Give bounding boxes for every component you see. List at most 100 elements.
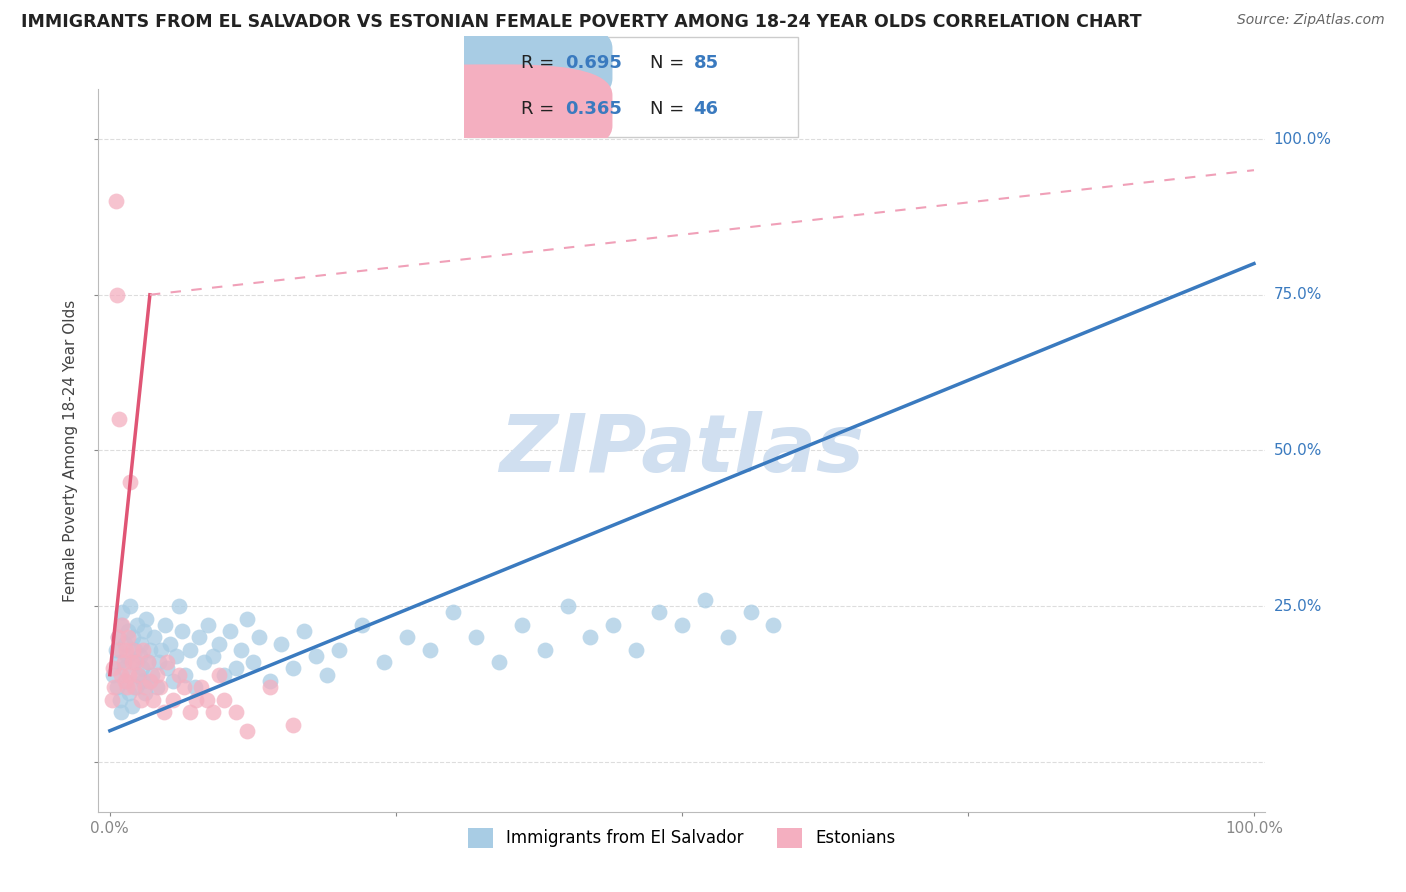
Point <box>120 475 142 489</box>
Point <box>127 667 149 681</box>
Point <box>156 655 179 669</box>
Point <box>236 612 259 626</box>
Point <box>173 680 195 694</box>
Text: 100.0%: 100.0% <box>1274 131 1331 146</box>
Point <box>111 618 134 632</box>
Point <box>136 655 159 669</box>
Point <box>129 692 152 706</box>
Point <box>270 636 292 650</box>
Point <box>671 618 693 632</box>
Point <box>236 723 259 738</box>
Point <box>441 606 464 620</box>
Point <box>108 655 131 669</box>
Point <box>118 686 141 700</box>
Point <box>107 630 129 644</box>
Point <box>305 648 328 663</box>
Point <box>142 692 165 706</box>
Point <box>121 630 143 644</box>
Point <box>121 642 143 657</box>
Point <box>465 630 488 644</box>
Point <box>488 655 510 669</box>
Point <box>135 612 157 626</box>
Text: R =: R = <box>522 100 561 118</box>
Point <box>127 618 149 632</box>
Point <box>110 618 132 632</box>
Point <box>125 655 148 669</box>
Point <box>103 661 125 675</box>
Point <box>350 618 373 632</box>
Point <box>167 599 190 614</box>
Point <box>112 661 135 675</box>
Point <box>214 692 236 706</box>
Point <box>141 667 163 681</box>
Point <box>125 680 148 694</box>
Point <box>115 673 138 688</box>
Point <box>152 705 174 719</box>
Point <box>281 717 304 731</box>
Point <box>110 667 132 681</box>
Point <box>219 624 242 639</box>
Point <box>165 648 187 663</box>
Point <box>114 636 136 650</box>
Point <box>134 624 156 639</box>
Point <box>242 655 264 669</box>
Y-axis label: Female Poverty Among 18-24 Year Olds: Female Poverty Among 18-24 Year Olds <box>63 300 79 601</box>
Text: 0.695: 0.695 <box>565 54 621 72</box>
Point <box>602 618 624 632</box>
Point <box>231 642 253 657</box>
Point <box>197 618 219 632</box>
Point <box>117 624 139 639</box>
Text: ZIPatlas: ZIPatlas <box>499 411 865 490</box>
Point <box>134 686 156 700</box>
FancyBboxPatch shape <box>377 17 613 110</box>
Point <box>259 673 281 688</box>
Point <box>121 698 143 713</box>
Text: N =: N = <box>650 100 689 118</box>
Text: 75.0%: 75.0% <box>1274 287 1322 302</box>
Point <box>510 618 533 632</box>
Text: 25.0%: 25.0% <box>1274 599 1322 614</box>
Point <box>259 680 281 694</box>
Point <box>132 642 155 657</box>
Point <box>188 630 211 644</box>
Point <box>179 642 201 657</box>
Point <box>762 618 785 632</box>
Point <box>225 661 247 675</box>
Point <box>139 673 162 688</box>
Point <box>128 648 150 663</box>
Point <box>120 599 142 614</box>
Point <box>110 705 132 719</box>
Point <box>115 648 138 663</box>
Text: 50.0%: 50.0% <box>1274 443 1322 458</box>
Point <box>624 642 647 657</box>
Point <box>193 655 215 669</box>
Point <box>101 692 124 706</box>
Point <box>162 673 184 688</box>
Point <box>105 287 128 301</box>
Point <box>132 673 155 688</box>
Point <box>579 630 602 644</box>
Point <box>148 655 170 669</box>
Point <box>557 599 579 614</box>
Point <box>139 642 162 657</box>
Point <box>195 692 218 706</box>
Point <box>121 655 143 669</box>
Point <box>115 680 138 694</box>
Text: 85: 85 <box>693 54 718 72</box>
Point <box>108 412 131 426</box>
Point <box>108 642 131 657</box>
Point <box>717 630 740 644</box>
Point <box>127 667 149 681</box>
FancyBboxPatch shape <box>377 64 613 157</box>
Point <box>396 630 419 644</box>
Point <box>107 630 129 644</box>
Point <box>190 680 212 694</box>
Text: 46: 46 <box>693 100 718 118</box>
Point <box>112 655 135 669</box>
Point <box>156 661 179 675</box>
Point <box>124 642 146 657</box>
Point <box>174 667 197 681</box>
Point <box>167 667 190 681</box>
Point <box>131 661 153 675</box>
Text: N =: N = <box>650 54 689 72</box>
